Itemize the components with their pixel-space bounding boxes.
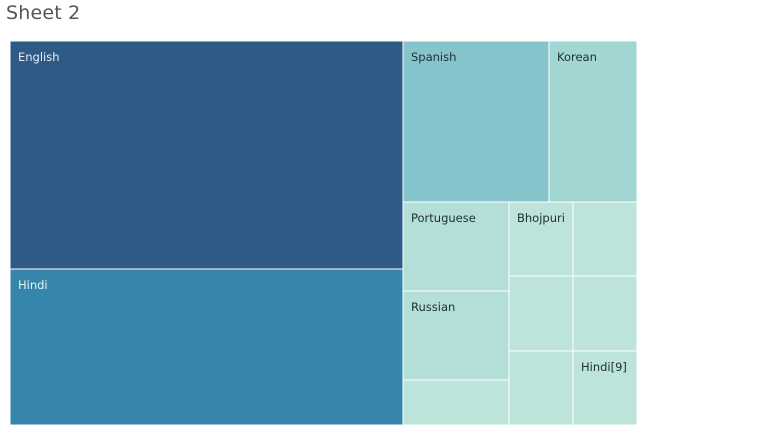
tile-label: Bhojpuri <box>517 211 565 225</box>
treemap-tile-hindi[interactable] <box>9 268 404 426</box>
treemap-tile-english[interactable] <box>9 40 404 270</box>
treemap-tile-unlabeled[interactable] <box>402 379 510 426</box>
tile-label: Russian <box>411 300 455 314</box>
treemap-tile-unlabeled[interactable] <box>508 275 574 352</box>
treemap-tile-unlabeled[interactable] <box>508 350 574 426</box>
sheet-title: Sheet 2 <box>6 2 81 24</box>
treemap-tile-unlabeled[interactable] <box>572 275 638 352</box>
treemap-tile-hindi-9[interactable] <box>572 350 638 426</box>
treemap-tile-spanish[interactable] <box>402 40 550 203</box>
tile-label: Portuguese <box>411 211 476 225</box>
tile-label: Korean <box>557 50 597 64</box>
treemap-tiles: English Hindi Spanish Korean Portuguese Russi… <box>9 40 638 426</box>
tile-label: English <box>18 50 60 64</box>
tile-label: Spanish <box>411 50 456 64</box>
treemap-tile-korean[interactable] <box>548 40 638 203</box>
tile-label: Hindi[9] <box>581 360 627 374</box>
treemap-tile-unlabeled[interactable] <box>572 201 638 277</box>
tile-label: Hindi <box>18 278 48 292</box>
